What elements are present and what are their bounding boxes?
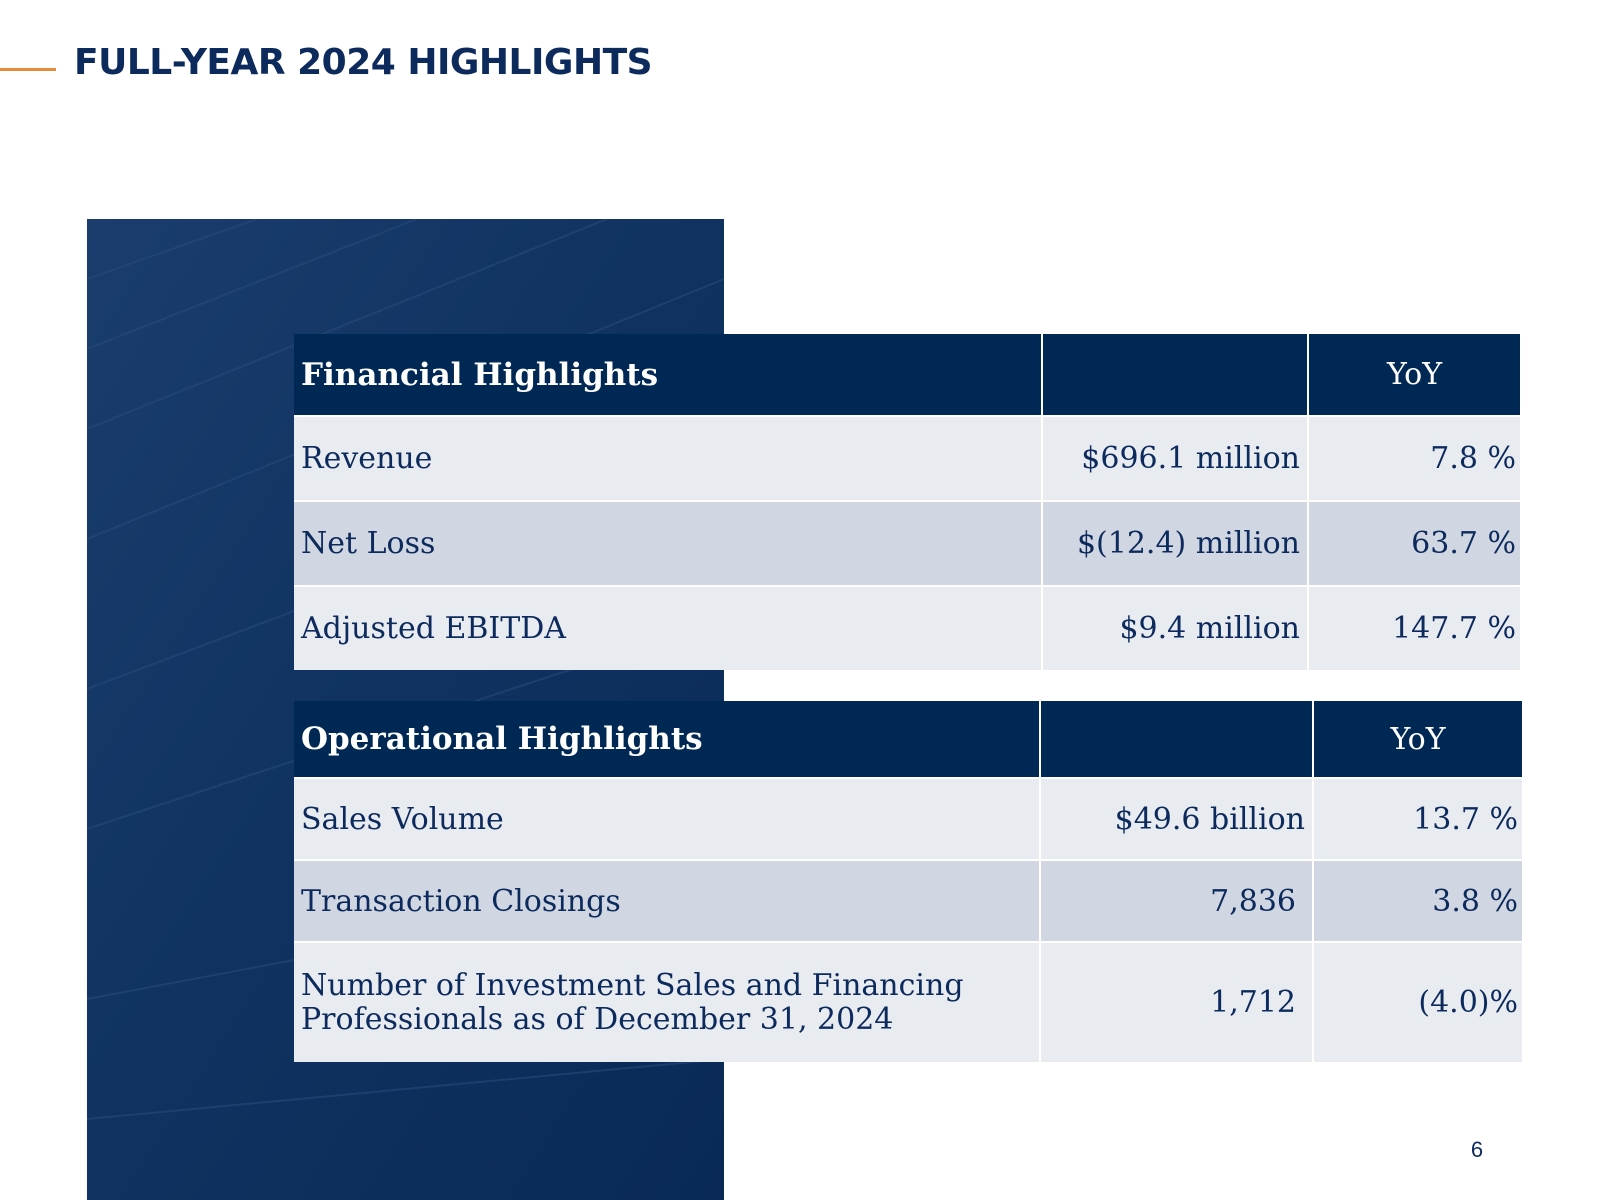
table-header-row: Financial Highlights YoY: [294, 334, 1520, 416]
row-value: 7,836: [1040, 859, 1314, 942]
yoy-column-header: YoY: [1308, 334, 1520, 416]
table-row: Revenue $696.1 million 7.8 %: [294, 415, 1520, 501]
row-value: $696.1 million: [1042, 415, 1309, 501]
row-label: Adjusted EBITDA: [294, 585, 1043, 670]
page-title: FULL-YEAR 2024 HIGHLIGHTS: [74, 42, 653, 83]
financial-highlights-table: Financial Highlights YoY Revenue $696.1 …: [294, 334, 1520, 670]
row-yoy: (4.0)%: [1313, 941, 1522, 1062]
row-value: $(12.4) million: [1042, 500, 1309, 586]
row-label: Sales Volume: [294, 777, 1041, 860]
table-row: Transaction Closings 7,836 3.8 %: [294, 859, 1522, 942]
row-label: Number of Investment Sales and Financing…: [294, 941, 1041, 1062]
row-yoy: 13.7 %: [1313, 777, 1522, 860]
row-label-line-1: Number of Investment Sales and Financing: [301, 967, 964, 1003]
table-row: Sales Volume $49.6 billion 13.7 %: [294, 777, 1522, 860]
row-yoy: 7.8 %: [1308, 415, 1520, 501]
row-value: $49.6 billion: [1040, 777, 1314, 860]
operational-highlights-table: Operational Highlights YoY Sales Volume …: [294, 701, 1522, 1062]
page-number: 6: [1470, 1137, 1484, 1162]
row-label: Net Loss: [294, 500, 1043, 586]
row-yoy: 63.7 %: [1308, 500, 1520, 586]
financial-highlights-title: Financial Highlights: [294, 334, 1043, 416]
row-label-line-2: Professionals as of December 31, 2024: [301, 1001, 894, 1037]
value-column-header: [1042, 334, 1309, 416]
row-yoy: 147.7 %: [1308, 585, 1520, 670]
table-row: Net Loss $(12.4) million 63.7 %: [294, 500, 1520, 586]
yoy-column-header: YoY: [1313, 701, 1522, 778]
table-row: Number of Investment Sales and Financing…: [294, 941, 1522, 1062]
operational-highlights-title: Operational Highlights: [294, 701, 1041, 778]
row-value: 1,712: [1040, 941, 1314, 1062]
row-label: Revenue: [294, 415, 1043, 501]
value-column-header: [1040, 701, 1314, 778]
row-value: $9.4 million: [1042, 585, 1309, 670]
title-accent-line: [0, 68, 56, 71]
table-header-row: Operational Highlights YoY: [294, 701, 1522, 778]
table-row: Adjusted EBITDA $9.4 million 147.7 %: [294, 585, 1520, 670]
row-yoy: 3.8 %: [1313, 859, 1522, 942]
row-label: Transaction Closings: [294, 859, 1041, 942]
